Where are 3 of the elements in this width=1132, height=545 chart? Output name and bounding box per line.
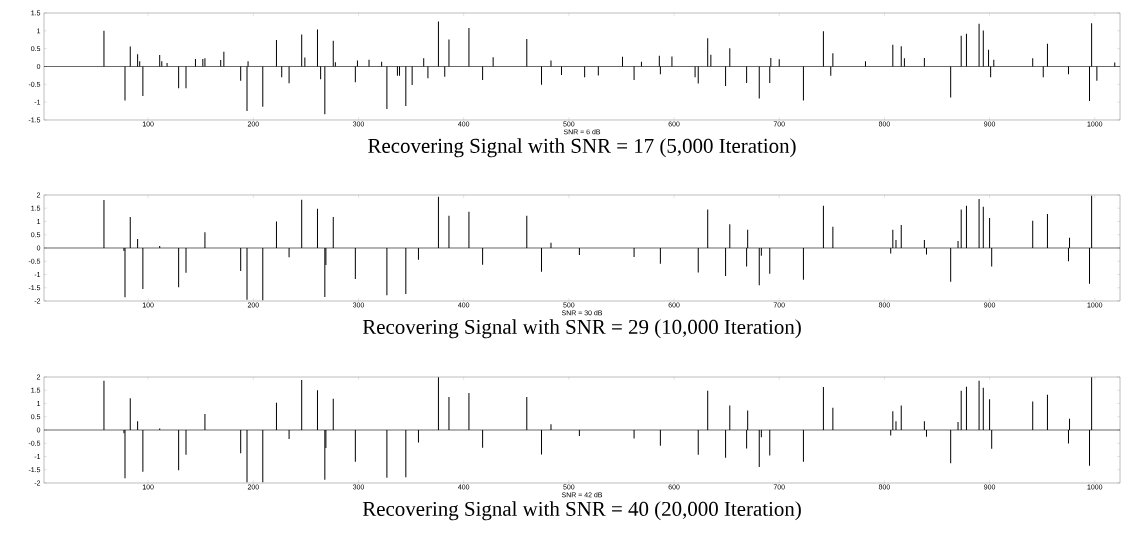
text: Recovering Signal with SNR = 29 (10,000 Iteration) bbox=[362, 319, 801, 339]
text: Recovering Signal with SNR = 40 (20,000 Iteration) bbox=[362, 501, 801, 521]
text: Recovering Signal with SNR = 17 (5,000 Iteration) bbox=[368, 138, 796, 158]
